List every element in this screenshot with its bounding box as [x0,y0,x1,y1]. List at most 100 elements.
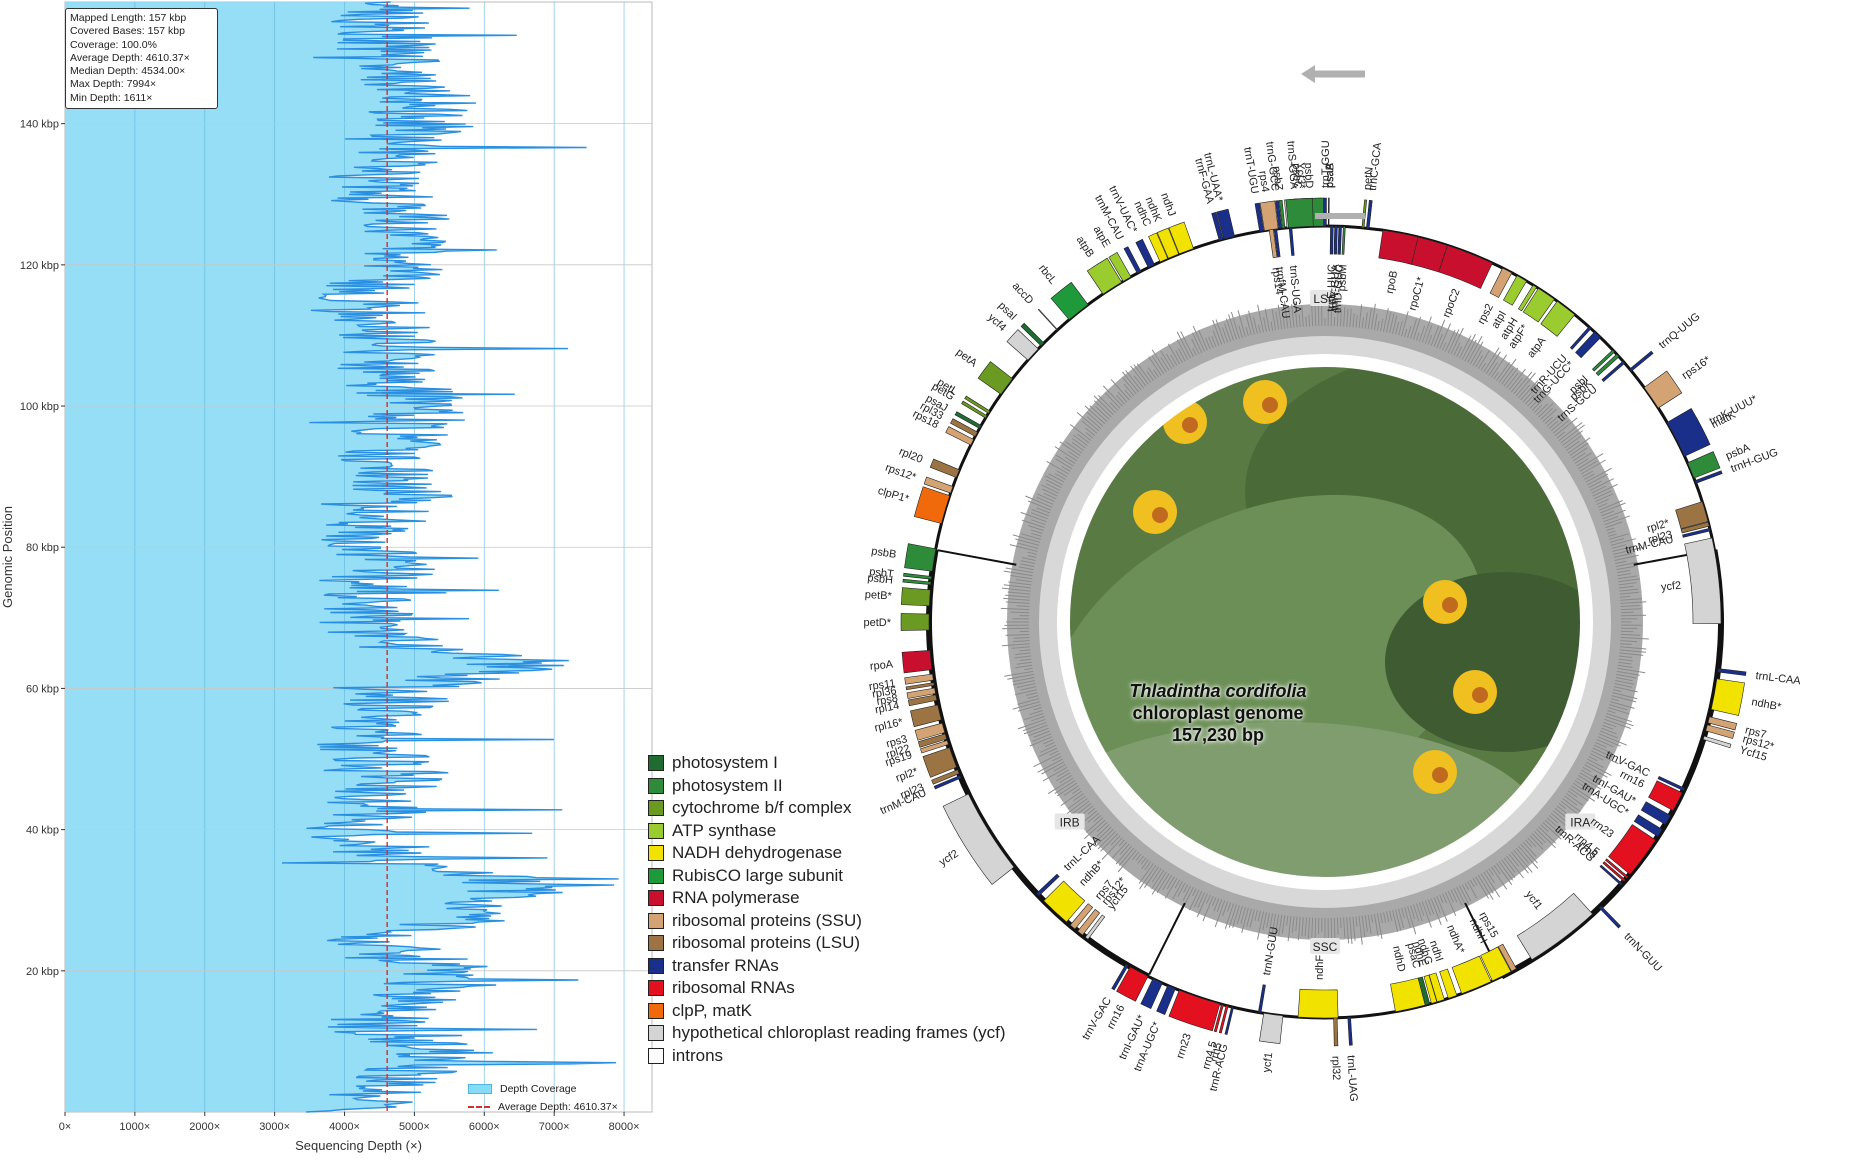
gene-block [1168,989,1221,1032]
legend-item: NADH dehydrogenase [648,842,1006,865]
legend-item: RubisCO large subunit [648,865,1006,888]
gene-label: psbC [1290,163,1304,189]
gene-block [945,426,974,446]
gene-block [1629,350,1654,372]
gene-label: rps16* [1680,354,1714,382]
gene-block [1037,308,1059,331]
x-axis-label: Sequencing Depth (×) [295,1138,422,1153]
gene-label: rpoB [1384,270,1400,295]
gene-block [1633,814,1663,837]
legend-label: NADH dehydrogenase [672,843,843,863]
depth-legend-line-label: Average Depth: 4610.37× [498,1101,618,1113]
depth-legend: Depth Coverage Average Depth: 4610.37× [468,1080,618,1116]
gene-block [1268,229,1278,259]
legend-item: photosystem I [648,752,1006,775]
gene-label: rps4 [1256,170,1271,193]
legend-item: hypothetical chloroplast reading frames … [648,1022,1006,1045]
genome-size: 157,230 bp [1171,725,1265,745]
legend-item: ribosomal RNAs [648,977,1006,1000]
gene-block [917,733,948,748]
x-tick-label: 3000× [259,1121,290,1133]
region-label-box [1310,938,1340,954]
gene-block [1705,724,1735,739]
legend-swatch [648,1002,664,1019]
gene-label: ndhD [1390,945,1407,973]
flower-center [1152,507,1168,523]
gene-block [914,722,946,741]
gene-block [1591,349,1616,372]
coverage-stats-box: Mapped Length: 157 kbp Covered Bases: 15… [65,8,218,110]
region-label: IRA [1570,815,1590,829]
gene-block [1643,370,1683,409]
gene-block [1285,197,1314,229]
gene-block [1218,1005,1229,1034]
gene-block [1288,227,1295,256]
gene-label: ndhA* [1444,923,1467,956]
gene-block [1116,966,1149,1002]
gene-block [1595,353,1620,376]
gene-block [1439,968,1458,999]
gene-block [1337,225,1342,255]
gene-block [1213,1003,1224,1033]
gene-block [954,411,982,429]
gene-label: rpoA [869,659,894,673]
gene-label: trnK-UUU* [1708,393,1760,428]
gene-label: atpA [1525,334,1549,360]
x-tick-label: 5000× [399,1121,430,1133]
gene-label: psbM [1336,264,1349,291]
gene-block [1148,232,1169,263]
gene-block [1006,329,1039,361]
gene-block [904,543,937,572]
gene-block [964,395,991,414]
gene-block [1323,197,1327,227]
gene-block [1707,716,1738,731]
gene-block [1640,801,1671,825]
stat-mapped-length: Mapped Length: 157 kbp [70,12,187,24]
gene-block [903,572,932,580]
legend-label: ATP synthase [672,820,777,840]
legend-swatch [648,822,664,839]
gene-label: rpl32 [1329,1056,1342,1081]
gene-label: rbcL [1036,262,1059,286]
gene-label: rrn5 [1208,1041,1224,1063]
legend-swatch [648,755,664,772]
legend-swatch [648,867,664,884]
gene-label: accD [1010,280,1036,307]
gene-block [1020,322,1045,347]
gene-label: trnC-GCA [1367,141,1384,191]
gene-block [1333,1017,1339,1047]
gene-label: rps3 [885,733,909,750]
gene-block [1297,988,1339,1019]
gene-block [922,747,957,778]
gene-block [1224,1006,1234,1035]
legend-swatch [648,845,664,862]
gene-label: rpl23 [1647,529,1674,547]
y-tick-label: 140 kbp [20,119,59,131]
gene-label: ycf1 [1523,889,1545,912]
legend-label: photosystem II [672,775,783,795]
gene-block [904,673,934,685]
gene-label: psaA [1324,162,1336,188]
legend-label: ribosomal proteins (SSU) [672,910,862,930]
gene-block [1390,977,1427,1013]
photo-border [1068,365,1582,879]
gene-block [1135,238,1155,269]
legend-swatch [648,957,664,974]
gene-block [1084,914,1106,940]
gene-block [1666,407,1711,457]
species-name: Thladintha cordifolia [1129,681,1307,701]
legend-item: photosystem II [648,775,1006,798]
gene-label: rpl16* [873,716,904,734]
gene-block [1516,892,1593,961]
gene-label: rpoC1* [1407,275,1428,312]
gene-block [1601,360,1626,382]
gene-block [1451,955,1492,995]
gene-block [1077,908,1101,936]
gene-block [1168,221,1194,255]
stat-covered-bases: Covered Bases: 157 kbp [70,25,185,38]
gene-label: rpl20 [897,446,924,466]
legend-item: ATP synthase [648,820,1006,843]
genome-map-panel: LSC IRA SSC IRB psaA psaB Ycf3* rps4 trnT-UGU trn… [640,0,1868,1158]
gene-block [1503,275,1527,306]
